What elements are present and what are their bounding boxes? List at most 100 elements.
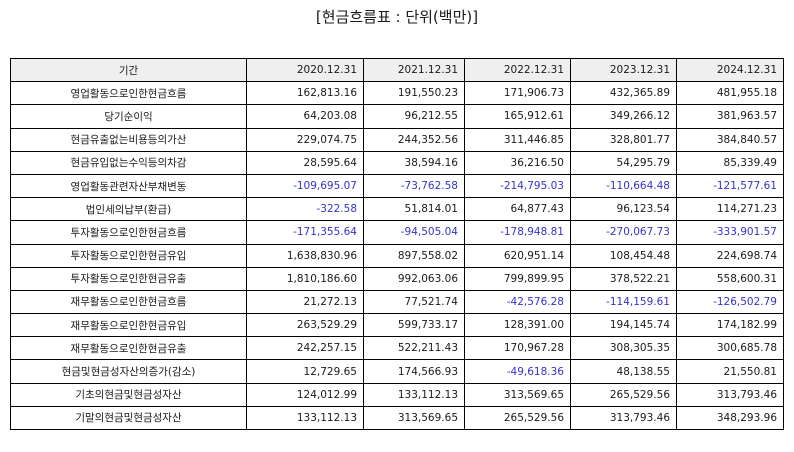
table-cell-value: 28,595.64 xyxy=(246,150,364,175)
table-row: 재무활동으로인한현금유입 263,529.29 599,733.17 128,391.… xyxy=(10,313,784,338)
cash-flow-table: 기간 2020.12.31 2021.12.31 2022.12.31 2023.12.… xyxy=(10,57,784,431)
row-label: 현금및현금성자산의증가(감소) xyxy=(10,359,247,384)
table-cell-value: 522,211.43 xyxy=(363,336,465,361)
row-label: 투자활동으로인한현금흐름 xyxy=(10,220,247,245)
table-cell-value: 1,638,830.96 xyxy=(246,243,364,268)
table-cell-value: 313,569.65 xyxy=(464,382,571,407)
table-cell-value: 300,685.78 xyxy=(676,336,784,361)
table-cell-value: 191,550.23 xyxy=(363,81,465,106)
table-row: 재무활동으로인한현금유출 242,257.15 522,211.43 170,967.… xyxy=(10,336,784,361)
table-cell-value: 897,558.02 xyxy=(363,243,465,268)
table-cell-value: -110,664.48 xyxy=(570,173,677,199)
table-cell-value: 599,733.17 xyxy=(363,313,465,338)
table-cell-value: -270,067.73 xyxy=(570,220,677,245)
table-cell-value: 64,877.43 xyxy=(464,197,571,222)
table-cell-value: -49,618.36 xyxy=(464,359,571,384)
table-cell-value: -322.58 xyxy=(246,197,364,222)
table-cell-value: 311,446.85 xyxy=(464,127,571,152)
row-label: 재무활동으로인한현금흐름 xyxy=(10,289,247,315)
table-cell-value: 51,814.01 xyxy=(363,197,465,222)
table-cell-value: 558,600.31 xyxy=(676,266,784,291)
table-cell-value: -333,901.57 xyxy=(676,220,784,245)
table-cell-value: 244,352.56 xyxy=(363,127,465,152)
table-cell-value: 21,272.13 xyxy=(246,289,364,315)
table-cell-value: 54,295.79 xyxy=(570,150,677,175)
table-cell-value: -42,576.28 xyxy=(464,289,571,315)
table-cell-value: 108,454.48 xyxy=(570,243,677,268)
table-cell-value: 21,550.81 xyxy=(676,359,784,384)
row-label: 현금유입없는수익등의차감 xyxy=(10,150,247,175)
table-cell-value: 265,529.56 xyxy=(570,382,677,407)
table-cell-value: -178,948.81 xyxy=(464,220,571,245)
table-cell-value: 308,305.35 xyxy=(570,336,677,361)
table-cell-value: 174,182.99 xyxy=(676,313,784,338)
table-cell-value: 384,840.57 xyxy=(676,127,784,152)
table-row: 현금유출없는비용등의가산 229,074.75 244,352.56 311,446.… xyxy=(10,127,784,152)
table-cell-value: -171,355.64 xyxy=(246,220,364,245)
row-label: 투자활동으로인한현금유입 xyxy=(10,243,247,268)
table-cell-value: 133,112.13 xyxy=(246,405,364,431)
column-header-date: 2020.12.31 xyxy=(246,57,364,83)
table-cell-value: 85,339.49 xyxy=(676,150,784,175)
page-title: [현금흐름표 : 단위(백만)] xyxy=(315,8,479,26)
table-row: 기말의현금및현금성자산 133,112.13 313,569.65 265,529.5… xyxy=(10,405,784,431)
table-cell-value: 432,365.89 xyxy=(570,81,677,106)
table-cell-value: 313,569.65 xyxy=(363,405,465,431)
table-cell-value: 38,594.16 xyxy=(363,150,465,175)
table-cell-value: 481,955.18 xyxy=(676,81,784,106)
table-cell-value: 992,063.06 xyxy=(363,266,465,291)
column-header-date: 2024.12.31 xyxy=(676,57,784,83)
table-row: 투자활동으로인한현금유출 1,810,186.60 992,063.06 799,89… xyxy=(10,266,784,291)
table-row: 기초의현금및현금성자산 124,012.99 133,112.13 313,569.6… xyxy=(10,382,784,407)
row-label: 기초의현금및현금성자산 xyxy=(10,382,247,407)
column-header-date: 2023.12.31 xyxy=(570,57,677,83)
table-cell-value: 381,963.57 xyxy=(676,104,784,129)
row-label: 영업활동관련자산부채변동 xyxy=(10,173,247,199)
table-cell-value: 313,793.46 xyxy=(676,382,784,407)
table-cell-value: 170,967.28 xyxy=(464,336,571,361)
table-cell-value: 174,566.93 xyxy=(363,359,465,384)
table-cell-value: 263,529.29 xyxy=(246,313,364,338)
table-cell-value: 328,801.77 xyxy=(570,127,677,152)
row-label: 법인세의납부(환급) xyxy=(10,197,247,222)
table-cell-value: 799,899.95 xyxy=(464,266,571,291)
column-header-date: 2021.12.31 xyxy=(363,57,465,83)
table-row: 법인세의납부(환급) -322.58 51,814.01 64,877.43 96,12… xyxy=(10,197,784,222)
table-cell-value: -73,762.58 xyxy=(363,173,465,199)
table-cell-value: -126,502.79 xyxy=(676,289,784,315)
table-cell-value: 36,216.50 xyxy=(464,150,571,175)
row-label: 현금유출없는비용등의가산 xyxy=(10,127,247,152)
table-row: 당기순이익 64,203.08 96,212.55 165,912.61 349,266… xyxy=(10,104,784,129)
table-cell-value: 620,951.14 xyxy=(464,243,571,268)
table-cell-value: 349,266.12 xyxy=(570,104,677,129)
table-cell-value: 1,810,186.60 xyxy=(246,266,364,291)
table-cell-value: 224,698.74 xyxy=(676,243,784,268)
table-cell-value: 77,521.74 xyxy=(363,289,465,315)
table-cell-value: 128,391.00 xyxy=(464,313,571,338)
table-cell-value: 96,123.54 xyxy=(570,197,677,222)
table-cell-value: -114,159.61 xyxy=(570,289,677,315)
table-cell-value: 242,257.15 xyxy=(246,336,364,361)
table-row: 투자활동으로인한현금흐름 -171,355.64 -94,505.04 -178,94… xyxy=(10,220,784,245)
table-row: 현금및현금성자산의증가(감소) 12,729.65 174,566.93 -49,61… xyxy=(10,359,784,384)
table-cell-value: 64,203.08 xyxy=(246,104,364,129)
row-label: 투자활동으로인한현금유출 xyxy=(10,266,247,291)
row-label: 당기순이익 xyxy=(10,104,247,129)
table-cell-value: 265,529.56 xyxy=(464,405,571,431)
table-cell-value: -214,795.03 xyxy=(464,173,571,199)
table-cell-value: 96,212.55 xyxy=(363,104,465,129)
table-header-row: 기간 2020.12.31 2021.12.31 2022.12.31 2023.12.… xyxy=(10,57,784,83)
column-header-period: 기간 xyxy=(10,57,247,83)
table-row: 현금유입없는수익등의차감 28,595.64 38,594.16 36,216.50 5… xyxy=(10,150,784,175)
table-cell-value: -109,695.07 xyxy=(246,173,364,199)
row-label: 재무활동으로인한현금유입 xyxy=(10,313,247,338)
table-row: 투자활동으로인한현금유입 1,638,830.96 897,558.02 620,95… xyxy=(10,243,784,268)
table-cell-value: 194,145.74 xyxy=(570,313,677,338)
table-cell-value: 124,012.99 xyxy=(246,382,364,407)
table-cell-value: 114,271.23 xyxy=(676,197,784,222)
row-label: 영업활동으로인한현금흐름 xyxy=(10,81,247,106)
table-cell-value: 378,522.21 xyxy=(570,266,677,291)
row-label: 재무활동으로인한현금유출 xyxy=(10,336,247,361)
table-cell-value: 165,912.61 xyxy=(464,104,571,129)
table-cell-value: 12,729.65 xyxy=(246,359,364,384)
